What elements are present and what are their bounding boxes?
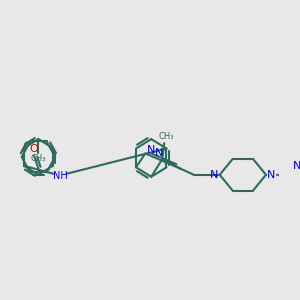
Text: N: N <box>154 148 163 158</box>
Text: NH: NH <box>53 171 68 181</box>
Text: O: O <box>30 144 38 154</box>
Text: N: N <box>147 146 155 155</box>
Text: N: N <box>210 170 218 180</box>
Text: N: N <box>293 161 300 171</box>
Text: CH₃: CH₃ <box>158 132 174 141</box>
Text: N: N <box>267 170 276 180</box>
Text: CH₃: CH₃ <box>31 154 46 164</box>
